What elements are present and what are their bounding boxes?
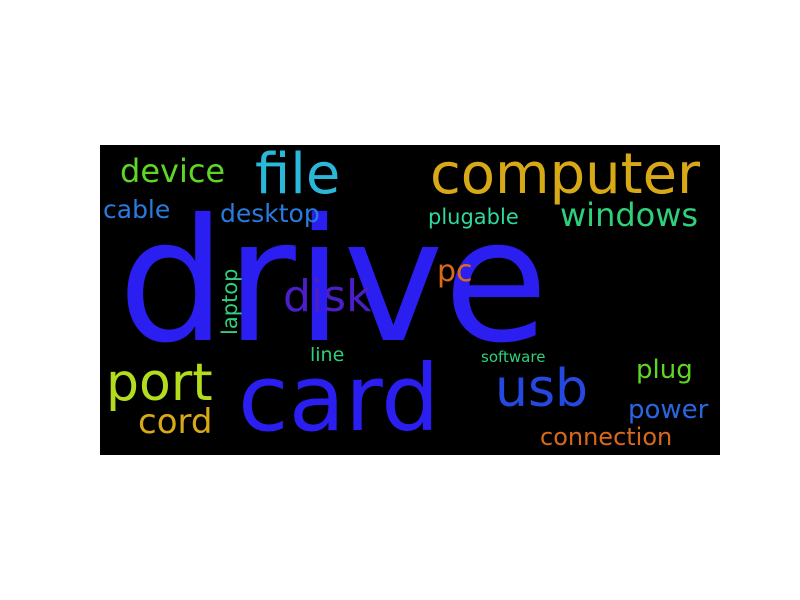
- word-pc: pc: [437, 254, 473, 289]
- word-connection: connection: [540, 423, 673, 451]
- word-plug: plug: [636, 355, 693, 385]
- word-drive: drive: [118, 183, 549, 381]
- word-line: line: [310, 344, 345, 366]
- word-disk: disk: [283, 271, 372, 322]
- word-cord: cord: [138, 402, 213, 442]
- word-desktop: desktop: [220, 199, 320, 228]
- word-device: device: [120, 152, 226, 190]
- word-windows: windows: [560, 196, 699, 234]
- word-cloud-canvas: drive card computer file port usb disk d…: [100, 145, 720, 455]
- word-cable: cable: [103, 195, 171, 224]
- word-plugable: plugable: [428, 205, 519, 229]
- word-port: port: [106, 353, 213, 413]
- word-power: power: [628, 395, 709, 425]
- word-laptop: laptop: [218, 268, 242, 335]
- word-usb: usb: [495, 359, 589, 419]
- word-software: software: [481, 348, 546, 366]
- word-computer: computer: [430, 145, 701, 207]
- word-card: card: [238, 345, 440, 452]
- word-file: file: [255, 145, 341, 207]
